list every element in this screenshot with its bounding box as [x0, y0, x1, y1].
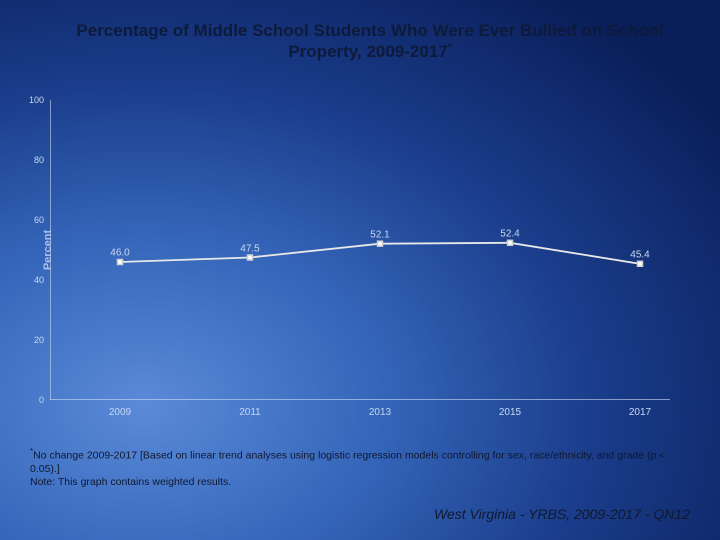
x-tick-label: 2017	[629, 407, 651, 418]
data-marker	[638, 261, 643, 266]
data-label: 46.0	[110, 248, 129, 259]
data-label: 45.4	[630, 249, 649, 260]
data-marker	[248, 255, 253, 260]
x-tick-label: 2013	[369, 407, 391, 418]
x-tick-label: 2015	[499, 407, 521, 418]
y-tick-label: 100	[20, 95, 44, 105]
footnote-note: Note: This graph contains weighted resul…	[30, 476, 231, 488]
data-marker	[378, 241, 383, 246]
source-citation: West Virginia - YRBS, 2009-2017 - QN12	[434, 506, 690, 522]
x-tick-label: 2011	[239, 407, 261, 418]
y-tick-label: 60	[20, 215, 44, 225]
title-line-2: Property, 2009-2017	[288, 42, 447, 61]
y-tick-label: 40	[20, 275, 44, 285]
markers-group	[118, 240, 643, 266]
plot-svg	[50, 100, 670, 400]
title-dagger: *	[448, 43, 452, 54]
chart-title: Percentage of Middle School Students Who…	[50, 20, 690, 63]
data-label: 52.4	[500, 228, 519, 239]
x-tick-label: 2009	[109, 407, 131, 418]
slide: Percentage of Middle School Students Who…	[0, 0, 720, 540]
y-tick-label: 20	[20, 335, 44, 345]
data-label: 52.1	[370, 229, 389, 240]
y-tick-label: 0	[20, 395, 44, 405]
y-tick-label: 80	[20, 155, 44, 165]
data-label: 47.5	[240, 243, 259, 254]
data-marker	[118, 260, 123, 265]
chart-area: Percent 02040608010020092011201320152017…	[50, 100, 670, 400]
data-marker	[508, 240, 513, 245]
footnote-text: No change 2009-2017 [Based on linear tre…	[30, 449, 665, 475]
footnote: *No change 2009-2017 [Based on linear tr…	[30, 447, 690, 490]
title-line-1: Percentage of Middle School Students Who…	[76, 21, 663, 40]
